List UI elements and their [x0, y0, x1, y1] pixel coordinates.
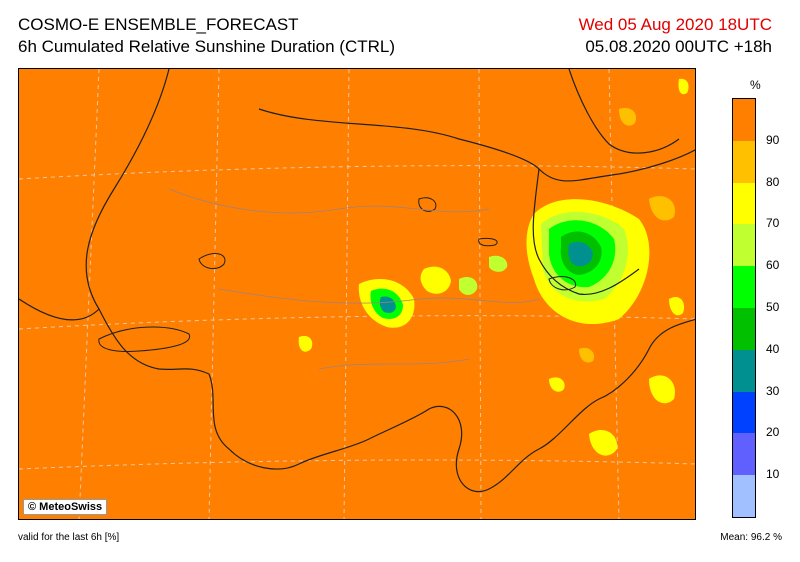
forecast-time-block: Wed 05 Aug 2020 18UTC 05.08.2020 00UTC +…: [579, 14, 772, 58]
cantonal-borders: [168, 188, 540, 370]
sunshine-patches: [298, 78, 689, 456]
legend-bin: [733, 266, 755, 308]
legend-bin: [733, 391, 755, 434]
forecast-map: © MeteoSwiss: [18, 68, 696, 520]
legend-bin: [733, 475, 755, 517]
legend-tick-label: 50: [766, 300, 780, 314]
lakes: [98, 197, 577, 352]
legend-unit: %: [750, 78, 761, 92]
mean-value-block: Mean: 96.2 %: [720, 532, 782, 543]
copyright-label: © MeteoSwiss: [23, 499, 108, 515]
legend-bin: [733, 182, 755, 225]
legend-bin: [733, 349, 755, 392]
legend-tick-label: 10: [766, 467, 780, 482]
legend-tick-label: 60: [766, 258, 780, 273]
color-legend: [732, 98, 756, 518]
legend-tick-label: 20: [766, 425, 780, 440]
legend-tick-label: 30: [766, 383, 780, 398]
mean-value: 96.2 %: [750, 532, 782, 543]
legend-tick-label: 80: [766, 174, 780, 189]
chart-title-block: COSMO-E ENSEMBLE_FORECAST 6h Cumulated R…: [18, 14, 395, 58]
legend-bin: [733, 308, 755, 350]
legend-tick-label: 40: [766, 341, 780, 356]
legend-bin: [733, 140, 755, 183]
legend-tick-label: 70: [766, 216, 780, 231]
page-title: COSMO-E ENSEMBLE_FORECAST: [18, 15, 299, 34]
legend-bin: [733, 99, 755, 141]
mean-label: Mean:: [720, 532, 749, 543]
legend-tick-label: 90: [766, 132, 780, 147]
page-subtitle: 6h Cumulated Relative Sunshine Duration …: [18, 37, 396, 56]
country-borders: [19, 69, 695, 493]
legend-bin: [733, 433, 755, 476]
validity-note: valid for the last 6h [%]: [18, 532, 120, 543]
map-svg: [19, 69, 695, 519]
legend-bin: [733, 224, 755, 267]
run-info: 05.08.2020 00UTC +18h: [585, 37, 772, 56]
valid-time: Wed 05 Aug 2020 18UTC: [578, 15, 772, 34]
